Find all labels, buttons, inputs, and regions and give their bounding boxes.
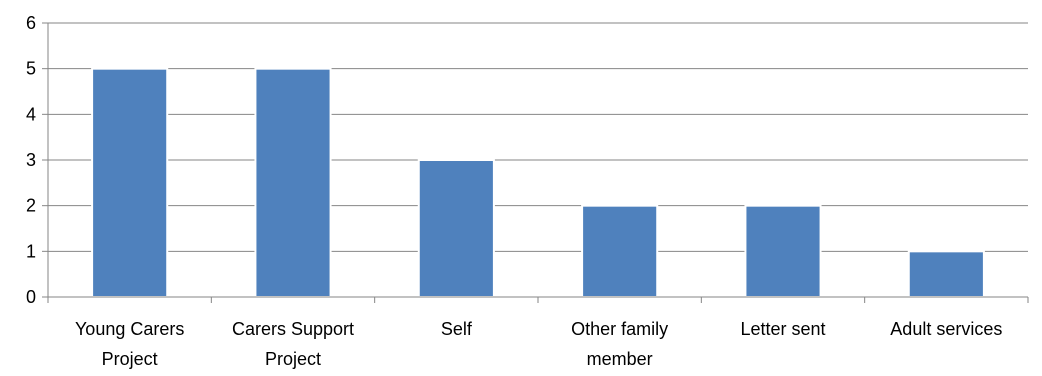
x-category-label: Young Carers Project (75, 319, 184, 369)
axes (42, 22, 1029, 303)
bars (91, 67, 985, 299)
x-axis-category-labels: Young Carers Project Carers Support Project… (75, 319, 1002, 369)
x-category-label: Adult services (890, 319, 1002, 339)
y-tick-label: 0 (26, 287, 36, 307)
x-category-label: Other family member (571, 319, 668, 369)
gridlines (48, 22, 1028, 252)
x-category-label: Self (441, 319, 473, 339)
x-category-label: Carers Support Project (232, 319, 354, 369)
y-tick-label: 4 (26, 104, 36, 124)
bar (254, 67, 332, 298)
bar (744, 204, 822, 299)
bar (907, 250, 985, 298)
y-tick-label: 5 (26, 59, 36, 79)
y-tick-label: 3 (26, 150, 36, 170)
bar (581, 204, 659, 299)
bar (417, 159, 495, 298)
bar (91, 67, 169, 298)
y-axis-tick-labels: 0 1 2 3 4 5 6 (26, 13, 36, 307)
y-tick-label: 2 (26, 196, 36, 216)
y-tick-label: 6 (26, 13, 36, 33)
x-category-label: Letter sent (740, 319, 825, 339)
y-tick-label: 1 (26, 241, 36, 261)
